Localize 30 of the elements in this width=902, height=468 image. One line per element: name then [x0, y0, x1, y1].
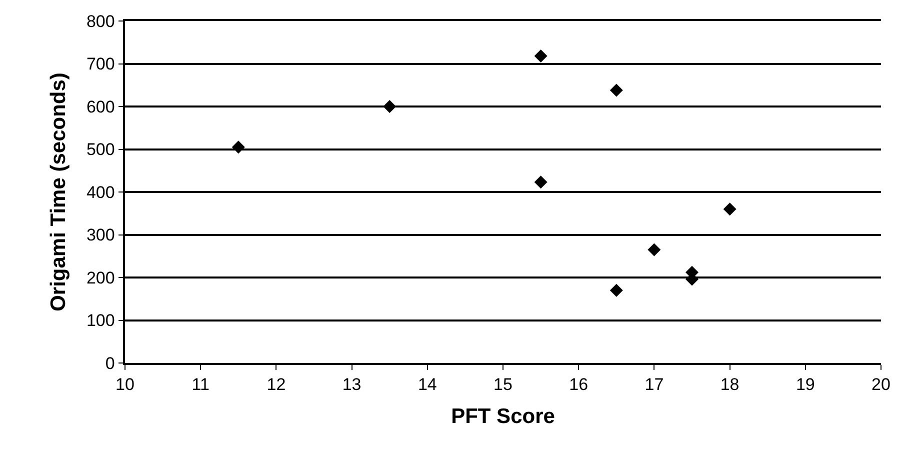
y-tick-label: 800 [86, 12, 115, 31]
point [610, 84, 623, 97]
point [534, 50, 548, 63]
y-tick-label: 700 [86, 54, 115, 74]
y-axis-title: Origami Time (seconds) [47, 72, 70, 312]
y-tick-label: 200 [86, 268, 115, 288]
y-tick-label: 100 [86, 311, 115, 330]
point [648, 243, 661, 256]
x-tick-label: 14 [418, 375, 437, 394]
x-axis-title: PFT Score [451, 404, 555, 428]
point [610, 284, 623, 297]
y-tick-label: 0 [105, 354, 115, 373]
x-tick-label: 15 [494, 375, 512, 394]
x-tick-label: 13 [342, 375, 362, 394]
y-tick-label: 400 [86, 182, 115, 202]
x-tick-label: 10 [116, 375, 134, 394]
x-tick-label: 19 [796, 375, 815, 394]
point [383, 100, 396, 113]
x-tick-label: 11 [192, 375, 210, 394]
y-tick-label: 600 [86, 97, 115, 116]
x-tick-label: 20 [872, 375, 890, 394]
x-tick-label: 16 [569, 375, 588, 394]
x-tick-label: 18 [720, 375, 740, 394]
y-tick-label: 500 [86, 140, 115, 160]
x-tick-label: 12 [266, 375, 286, 394]
x-tick-label: 17 [644, 375, 664, 394]
y-tick-label: 300 [86, 226, 115, 245]
point [232, 140, 245, 154]
point [723, 202, 736, 216]
point [534, 176, 548, 189]
